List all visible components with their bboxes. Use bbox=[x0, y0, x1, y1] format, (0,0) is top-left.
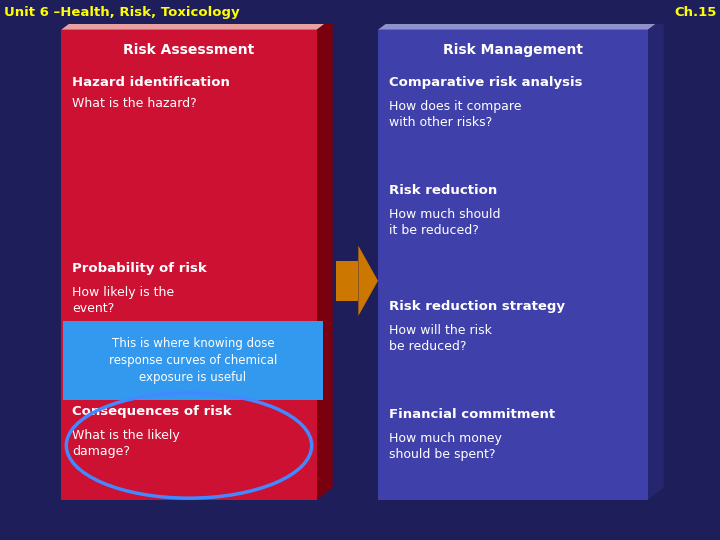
Text: Hazard identification: Hazard identification bbox=[72, 76, 230, 89]
Text: How much should
it be reduced?: How much should it be reduced? bbox=[389, 208, 500, 237]
Text: How much money
should be spent?: How much money should be spent? bbox=[389, 432, 502, 461]
Text: Probability of risk: Probability of risk bbox=[72, 262, 207, 275]
Text: Risk Assessment: Risk Assessment bbox=[123, 43, 255, 57]
FancyBboxPatch shape bbox=[336, 261, 359, 301]
Polygon shape bbox=[378, 18, 664, 30]
Text: What is the hazard?: What is the hazard? bbox=[72, 97, 197, 110]
Polygon shape bbox=[61, 18, 333, 30]
Text: Risk reduction strategy: Risk reduction strategy bbox=[389, 300, 564, 313]
FancyBboxPatch shape bbox=[0, 0, 720, 24]
Text: How will the risk
be reduced?: How will the risk be reduced? bbox=[389, 324, 492, 353]
Text: What is the likely
damage?: What is the likely damage? bbox=[72, 429, 180, 458]
Polygon shape bbox=[648, 18, 664, 500]
Text: How does it compare
with other risks?: How does it compare with other risks? bbox=[389, 100, 521, 129]
Text: Ch.15: Ch.15 bbox=[674, 6, 716, 19]
Text: Comparative risk analysis: Comparative risk analysis bbox=[389, 76, 582, 89]
Polygon shape bbox=[317, 18, 333, 500]
FancyBboxPatch shape bbox=[61, 30, 317, 500]
Polygon shape bbox=[359, 246, 378, 316]
Text: How likely is the
event?: How likely is the event? bbox=[72, 286, 174, 315]
FancyBboxPatch shape bbox=[63, 321, 323, 400]
Text: Risk reduction: Risk reduction bbox=[389, 184, 497, 197]
Text: Financial commitment: Financial commitment bbox=[389, 408, 555, 421]
Text: This is where knowing dose
response curves of chemical
exposure is useful: This is where knowing dose response curv… bbox=[109, 337, 277, 384]
Text: Consequences of risk: Consequences of risk bbox=[72, 405, 232, 418]
Text: Risk Management: Risk Management bbox=[443, 43, 583, 57]
FancyBboxPatch shape bbox=[378, 30, 648, 500]
Text: Unit 6 –Health, Risk, Toxicology: Unit 6 –Health, Risk, Toxicology bbox=[4, 6, 239, 19]
